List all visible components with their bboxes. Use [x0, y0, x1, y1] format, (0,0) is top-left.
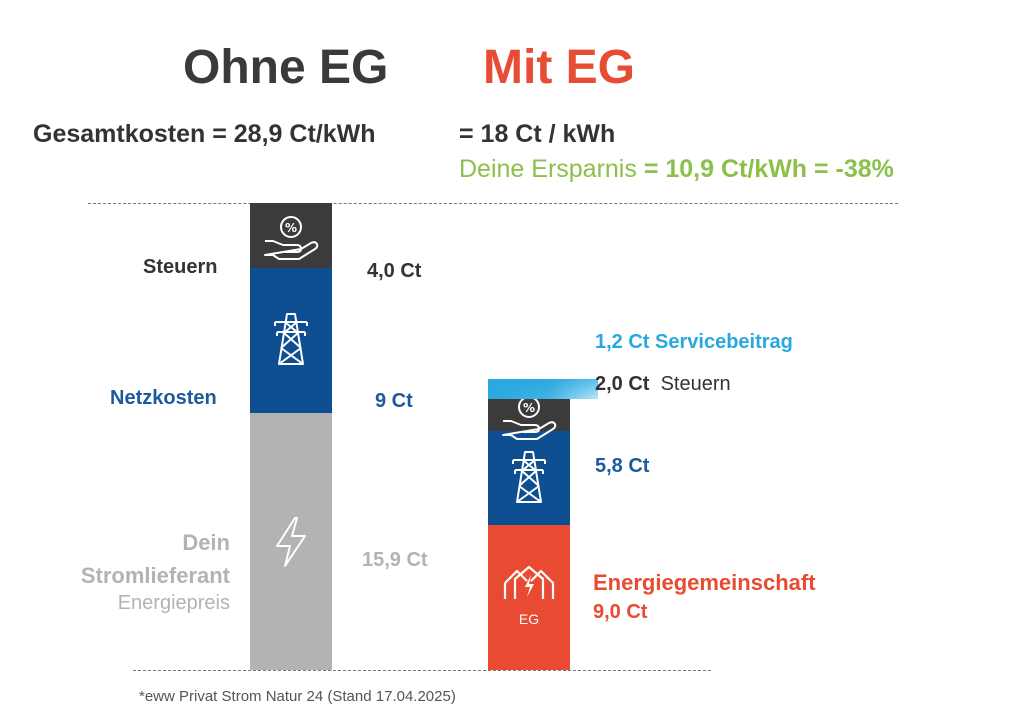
total-mit-eg: = 18 Ct / kWh	[459, 120, 616, 148]
power-pylon-icon	[274, 313, 308, 366]
hand-percent-icon	[264, 216, 319, 261]
label-stromlieferant-ohne: Dein Stromlieferant	[80, 530, 230, 588]
savings-label: Deine Ersparnis	[459, 155, 644, 183]
power-pylon-icon	[512, 450, 546, 503]
top-dashed-line	[88, 203, 898, 204]
label-servicebeitrag-mit: Servicebeitrag	[655, 331, 793, 353]
value-steuern-mit: 2,0 Ct	[595, 373, 650, 395]
label-netzkosten-ohne: Netzkosten	[110, 387, 217, 409]
bar-segment-mit-3	[488, 379, 598, 399]
savings-value: = 10,9 Ct/kWh = -38%	[643, 155, 894, 183]
servicebeitrag-line: 1,2 Ct Servicebeitrag	[595, 331, 793, 354]
community-houses-icon	[503, 566, 555, 601]
lightning-icon	[276, 516, 306, 567]
bar-segment-ohne-0	[250, 413, 332, 670]
value-energiegemeinschaft-mit: 9,0 Ct	[593, 601, 648, 623]
bar-segment-mit-0	[488, 524, 570, 670]
title-mit-eg: Mit EG	[483, 41, 635, 94]
bar-segment-ohne-2	[250, 203, 332, 268]
value-netzkosten-mit: 5,8 Ct	[595, 455, 650, 477]
footnote: *eww Privat Strom Natur 24 (Stand 17.04.…	[139, 688, 456, 705]
label-energiegemeinschaft-mit: Energiegemeinschaft	[593, 570, 816, 595]
savings-line: Deine Ersparnis = 10,9 Ct/kWh = -38%	[459, 155, 894, 184]
value-servicebeitrag-mit: 1,2 Ct	[595, 331, 650, 353]
baseline-dashed-line	[133, 670, 711, 671]
label-steuern-mit: Steuern	[660, 373, 731, 395]
steuern-mit-line: 2,0 Ct Steuern	[595, 373, 731, 396]
sublabel-energiepreis-ohne: Energiepreis	[117, 592, 230, 614]
label-steuern-ohne: Steuern	[143, 256, 218, 278]
title-ohne-eg: Ohne EG	[183, 41, 389, 94]
icon-text-eg: EG	[518, 611, 540, 628]
total-ohne-eg: Gesamtkosten = 28,9 Ct/kWh	[33, 120, 376, 148]
value-stromlieferant-ohne: 15,9 Ct	[362, 549, 428, 571]
value-steuern-ohne: 4,0 Ct	[367, 260, 422, 282]
value-netzkosten-ohne: 9 Ct	[375, 390, 413, 412]
